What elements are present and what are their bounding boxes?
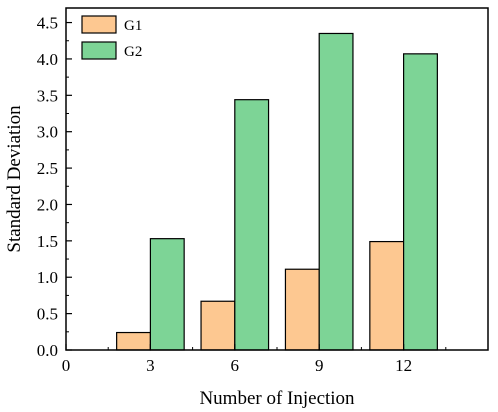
- y-tick-label: 0.0: [37, 341, 58, 360]
- bar-g2-6: [234, 99, 270, 351]
- bar-g2-9: [318, 32, 354, 351]
- legend-label-g2: G2: [124, 44, 142, 60]
- bar-g1-3: [116, 331, 151, 351]
- x-axis: 0 3 6 9 12: [62, 344, 447, 375]
- y-tick-label: 3.0: [37, 123, 58, 142]
- y-tick-label: 3.5: [37, 86, 58, 105]
- x-axis-title: Number of Injection: [199, 388, 355, 409]
- x-tick-label: 0: [62, 356, 71, 375]
- y-tick-label: 1.5: [37, 232, 58, 251]
- bar-g1-6: [200, 300, 236, 351]
- y-tick-label: 4.0: [37, 50, 58, 69]
- y-axis: 0.0 0.5 1.0 1.5 2.0 2.5 3.0 3.5 4.0 4.5: [37, 14, 72, 360]
- legend-swatch-g2: [81, 41, 117, 60]
- legend: G1 G2: [81, 15, 142, 60]
- y-tick-label: 0.5: [37, 305, 58, 324]
- x-tick-label: 6: [231, 356, 240, 375]
- y-tick-label: 4.5: [37, 14, 58, 33]
- bar-g1-9: [284, 268, 320, 351]
- bar-g2-3: [149, 238, 185, 351]
- x-tick-label: 9: [315, 356, 324, 375]
- bar-g1-12: [369, 240, 405, 351]
- bars-group: [116, 32, 438, 351]
- y-tick-label: 2.0: [37, 195, 58, 214]
- legend-swatch-g1: [81, 15, 117, 34]
- legend-label-g1: G1: [124, 18, 142, 34]
- bar-g2-12: [403, 53, 438, 351]
- y-axis-title: Standard Deviation: [4, 105, 25, 253]
- y-tick-label: 1.0: [37, 268, 58, 287]
- y-tick-label: 2.5: [37, 159, 58, 178]
- x-tick-label: 12: [395, 356, 412, 375]
- x-tick-label: 3: [146, 356, 155, 375]
